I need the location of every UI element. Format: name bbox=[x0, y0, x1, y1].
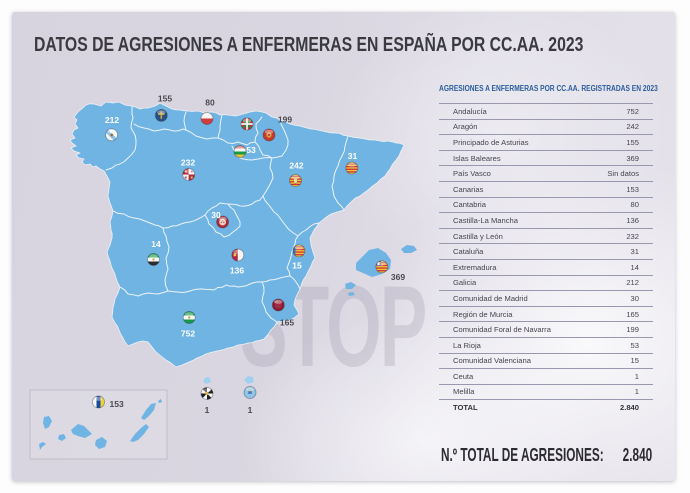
svg-text:369: 369 bbox=[391, 272, 405, 282]
svg-text:752: 752 bbox=[181, 329, 195, 339]
svg-text:242: 242 bbox=[289, 161, 303, 171]
svg-text:80: 80 bbox=[205, 98, 215, 108]
svg-text:1: 1 bbox=[248, 405, 253, 415]
svg-text:165: 165 bbox=[280, 318, 294, 328]
svg-text:212: 212 bbox=[105, 115, 119, 125]
svg-text:232: 232 bbox=[181, 158, 195, 168]
svg-text:1: 1 bbox=[205, 405, 210, 415]
svg-text:155: 155 bbox=[158, 94, 172, 104]
svg-text:199: 199 bbox=[278, 115, 292, 125]
svg-text:136: 136 bbox=[230, 266, 244, 276]
svg-text:153: 153 bbox=[110, 399, 124, 409]
svg-text:30: 30 bbox=[211, 210, 221, 220]
svg-text:53: 53 bbox=[246, 145, 256, 155]
svg-text:14: 14 bbox=[151, 239, 161, 249]
svg-text:31: 31 bbox=[348, 151, 358, 161]
svg-text:15: 15 bbox=[292, 261, 302, 271]
